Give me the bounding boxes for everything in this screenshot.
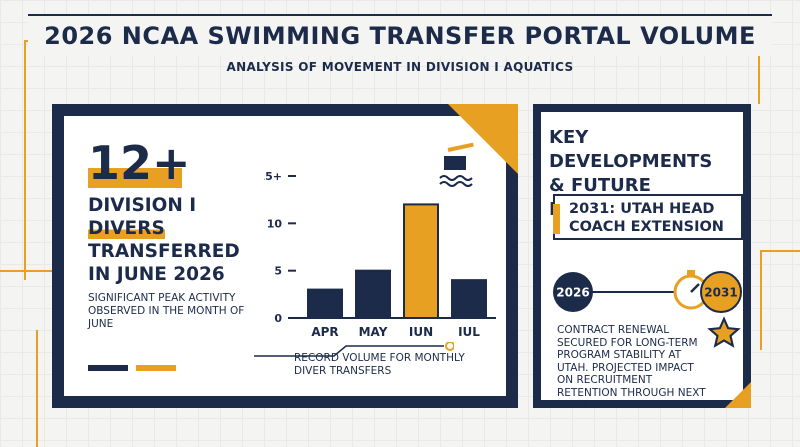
- number-highlight: [88, 168, 182, 188]
- page-title: 2026 NCAA SWIMMING TRANSFER PORTAL VOLUM…: [28, 14, 772, 56]
- timeline-start-circle: [553, 272, 593, 312]
- bar-jun: [403, 203, 439, 319]
- key-title-line-1: KEY DEVELOPMENTS: [549, 127, 713, 172]
- header: 2026 NCAA SWIMMING TRANSFER PORTAL VOLUM…: [0, 14, 800, 74]
- y-tick-label: 10: [267, 217, 283, 230]
- stat-line-2: DIVERS: [88, 218, 165, 239]
- x-tick-label: MAY: [359, 325, 388, 336]
- star-icon: [707, 316, 741, 348]
- big-number: 12+: [88, 136, 191, 190]
- bar-may: [355, 269, 391, 320]
- corner-accent: [725, 382, 751, 408]
- bar-jul: [451, 279, 487, 319]
- x-tick-label: APR: [311, 325, 338, 336]
- bar-chart: 15+ 10 5 0 APR MAY JUN JUL: [264, 142, 496, 336]
- decor-line: [36, 330, 52, 447]
- callout-box: 2031: UTAH HEAD COACH EXTENSION: [553, 194, 743, 240]
- timeline: 2026 2031: [553, 270, 742, 313]
- callout-text: 2031: UTAH HEAD COACH EXTENSION: [569, 200, 724, 236]
- key-panel: KEY DEVELOPMENTS & FUTURE INDICATORS 203…: [533, 104, 751, 411]
- stat-description: DIVISION I DIVERS TRANSFERRED IN JUNE 20…: [88, 194, 240, 286]
- legend-bar-gold: [136, 365, 176, 371]
- record-note: RECORD VOLUME FOR MONTHLY DIVER TRANSFER…: [294, 352, 465, 377]
- stat-panel: 12+ DIVISION I DIVERS TRANSFERRED IN JUN…: [52, 104, 518, 408]
- timeline-start-label: 2026: [556, 286, 589, 300]
- key-description: CONTRACT RENEWAL SECURED FOR LONG-TERM P…: [557, 324, 706, 411]
- timeline-end-label: 2031: [704, 286, 737, 300]
- decor-line: [760, 250, 800, 350]
- decor-line: [0, 270, 52, 310]
- y-tick-label: 5: [274, 265, 282, 278]
- y-tick-label: 15+: [264, 170, 282, 183]
- diving-board-icon: [439, 142, 474, 187]
- bar-apr: [307, 288, 343, 320]
- x-tick-label: JUN: [408, 325, 433, 336]
- y-tick-label: 0: [274, 312, 282, 325]
- connector-line: [254, 342, 454, 357]
- timeline-end-circle: [700, 271, 742, 313]
- callout-line-2: COACH EXTENSION: [569, 219, 724, 235]
- stat-line-3: TRANSFERRED: [88, 241, 240, 262]
- stat-line-4: IN JUNE 2026: [88, 264, 225, 285]
- page-subtitle: ANALYSIS OF MOVEMENT IN DIVISION I AQUAT…: [226, 60, 574, 74]
- stat-line-1: DIVISION I: [88, 195, 197, 216]
- x-tick-label: JUL: [457, 325, 480, 336]
- callout-line-1: 2031: UTAH HEAD: [569, 201, 715, 217]
- peak-note: SIGNIFICANT PEAK ACTIVITY OBSERVED IN TH…: [88, 292, 245, 330]
- legend-bars: [88, 356, 184, 375]
- legend-bar-navy: [88, 365, 128, 371]
- callout-accent: [553, 204, 560, 234]
